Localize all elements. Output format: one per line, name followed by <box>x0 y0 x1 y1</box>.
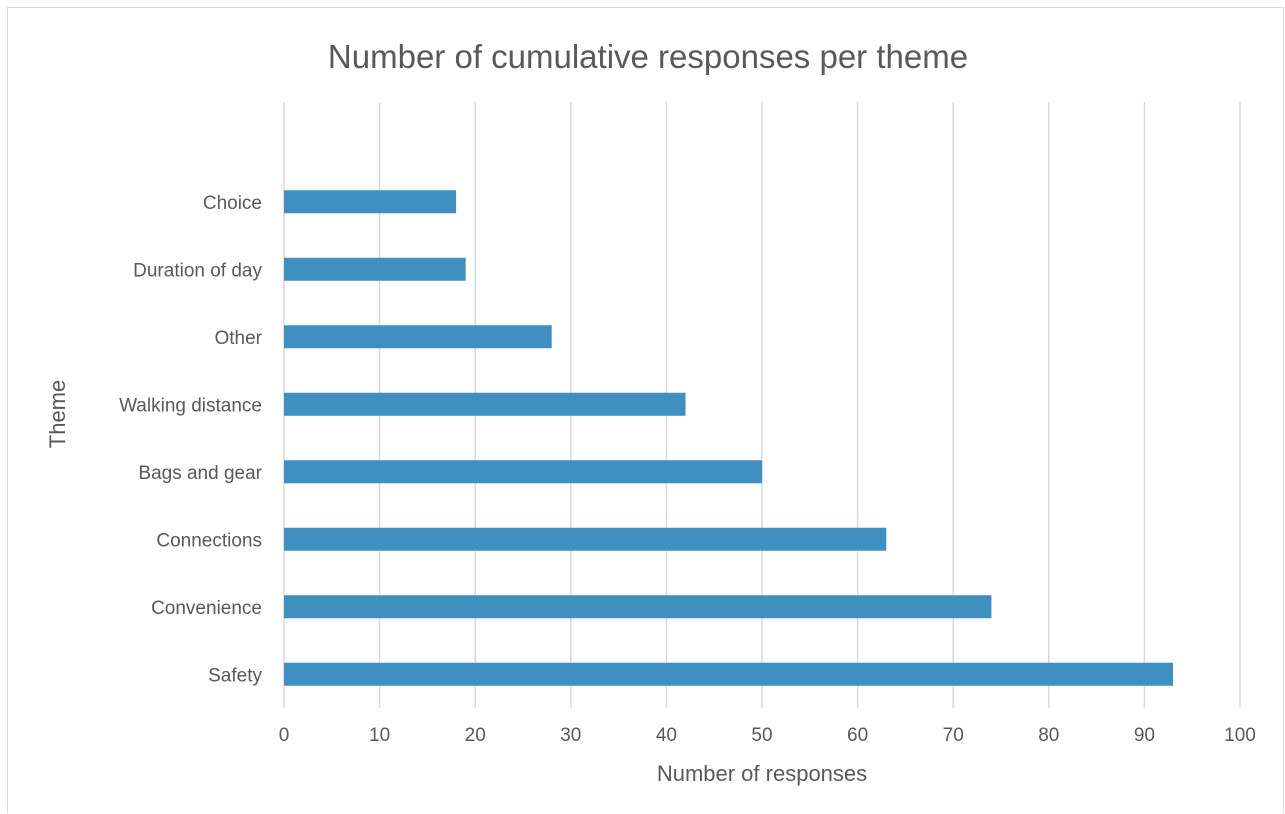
y-axis-title: Theme <box>45 380 70 448</box>
bar-walking-distance <box>284 392 686 416</box>
x-tick-label: 0 <box>279 725 290 746</box>
x-tick-label: 40 <box>656 725 677 746</box>
category-label: Convenience <box>151 598 262 619</box>
bar-connections <box>284 527 887 551</box>
bar-chart: Number of cumulative responses per theme… <box>45 38 1256 786</box>
category-label: Duration of day <box>133 260 262 281</box>
x-tick-label: 30 <box>560 725 581 746</box>
category-label: Other <box>214 328 262 349</box>
category-label: Walking distance <box>119 395 262 416</box>
chart-title: Number of cumulative responses per theme <box>328 38 968 75</box>
bar-other <box>284 325 552 349</box>
bar-duration-of-day <box>284 257 466 281</box>
category-label: Choice <box>203 193 262 214</box>
x-tick-label: 70 <box>943 725 964 746</box>
x-tick-labels: 0 10 20 30 40 50 60 70 80 90 100 <box>279 725 1256 746</box>
x-tick-label: 60 <box>847 725 868 746</box>
bar-convenience <box>284 595 992 619</box>
x-tick-label: 80 <box>1038 725 1059 746</box>
bars <box>284 190 1174 686</box>
chart-container: Number of cumulative responses per theme… <box>7 7 1284 813</box>
category-label: Safety <box>208 665 262 686</box>
x-axis-title: Number of responses <box>657 761 867 786</box>
x-tick-label: 10 <box>369 725 390 746</box>
category-label: Bags and gear <box>138 463 262 484</box>
x-tick-label: 90 <box>1134 725 1155 746</box>
bar-choice <box>284 190 457 214</box>
x-tick-label: 20 <box>465 725 486 746</box>
x-tick-label: 100 <box>1224 725 1256 746</box>
bar-safety <box>284 662 1174 686</box>
category-label: Connections <box>156 530 262 551</box>
bar-bags-and-gear <box>284 460 762 484</box>
x-tick-label: 50 <box>751 725 772 746</box>
category-labels: Safety Convenience Connections Bags and gea… <box>119 193 263 687</box>
